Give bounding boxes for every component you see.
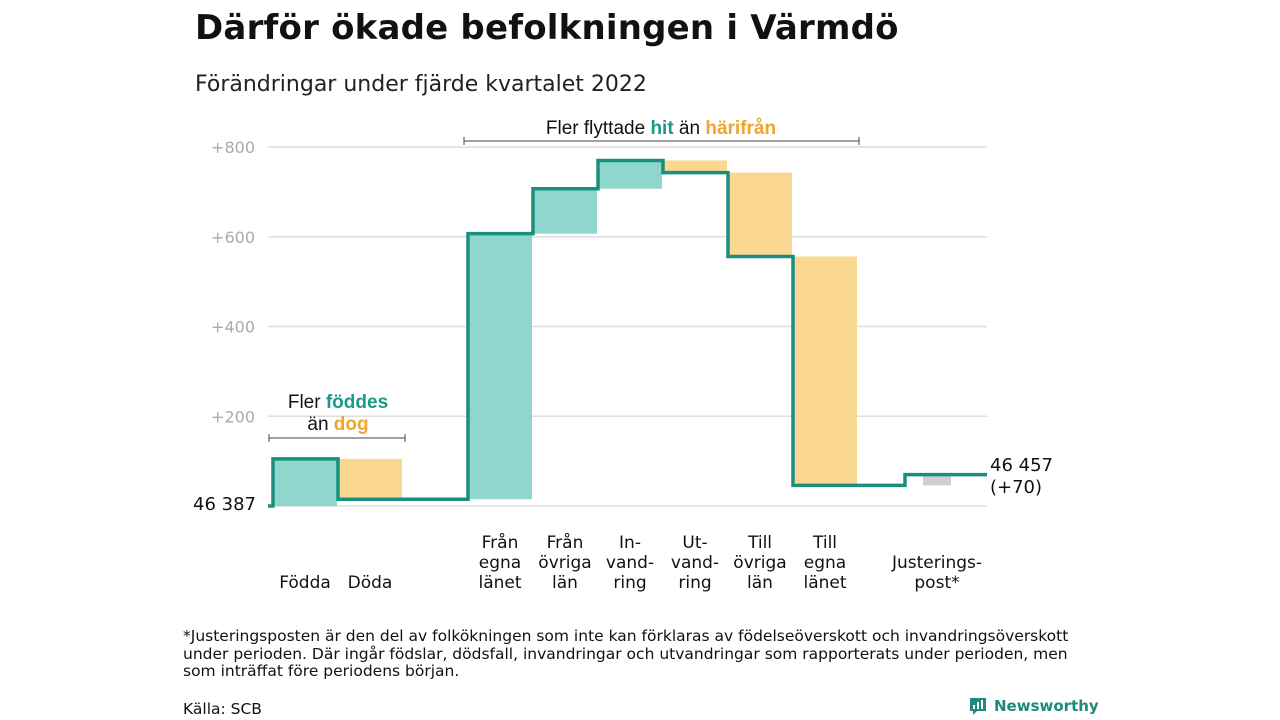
- annotation-migration-bracket: [463, 137, 860, 145]
- bar: [923, 474, 951, 486]
- chart-subtitle: Förändringar under fjärde kvartalet 2022: [195, 72, 647, 97]
- y-tick-label: +200: [211, 407, 255, 426]
- annotation-migration: Fler flyttade hit än härifrån: [546, 118, 776, 139]
- category-label: Från: [482, 532, 519, 553]
- category-label: län: [747, 573, 773, 593]
- bar: [468, 233, 532, 500]
- y-tick-label: +400: [211, 318, 255, 337]
- category-label: Födda: [279, 573, 331, 593]
- annotation-births-bracket: [268, 434, 406, 442]
- category-label: post*: [914, 573, 959, 593]
- bar: [598, 160, 662, 189]
- category-label: övriga: [538, 553, 591, 573]
- y-tick-label: +800: [211, 138, 255, 157]
- bar: [663, 160, 727, 173]
- chart-title: Därför ökade befolkningen i Värmdö: [195, 8, 899, 48]
- annotation-births-line1: Fler föddes: [288, 392, 388, 413]
- y-tick-label: +600: [211, 228, 255, 247]
- brand-name: Newsworthy: [994, 697, 1099, 715]
- category-label: länet: [478, 573, 521, 593]
- category-label: län: [552, 573, 578, 593]
- category-label: ring: [678, 573, 711, 593]
- brand-logo: Newsworthy: [968, 696, 1099, 716]
- newsworthy-icon: [970, 698, 986, 715]
- cumulative-line: [268, 158, 987, 508]
- end-value-label: 46 457: [990, 455, 1053, 476]
- bar: [338, 458, 402, 500]
- footnote: *Justeringsposten är den del av folkökni…: [183, 627, 1069, 680]
- start-value-label: 46 387: [193, 494, 256, 515]
- category-label: länet: [803, 573, 846, 593]
- category-label: Till: [747, 533, 772, 553]
- category-label: vand-: [671, 553, 719, 573]
- bar: [273, 458, 337, 506]
- category-label: Ut-: [682, 533, 707, 553]
- bar: [793, 256, 857, 486]
- end-change-label: (+70): [990, 477, 1042, 498]
- annotation-births-line2: än dog: [307, 414, 368, 435]
- category-label: Från: [547, 532, 584, 553]
- source-note: Källa: SCB: [183, 700, 262, 718]
- bar: [533, 188, 597, 234]
- category-label: In-: [619, 533, 641, 553]
- category-label: Justerings-: [891, 553, 982, 573]
- category-label: egna: [479, 553, 521, 573]
- category-label: Till: [812, 533, 837, 553]
- category-label: ring: [613, 573, 646, 593]
- bar: [728, 172, 792, 257]
- category-label: övriga: [733, 553, 786, 573]
- category-label: vand-: [606, 553, 654, 573]
- category-label: egna: [804, 553, 846, 573]
- category-label: Döda: [348, 573, 393, 593]
